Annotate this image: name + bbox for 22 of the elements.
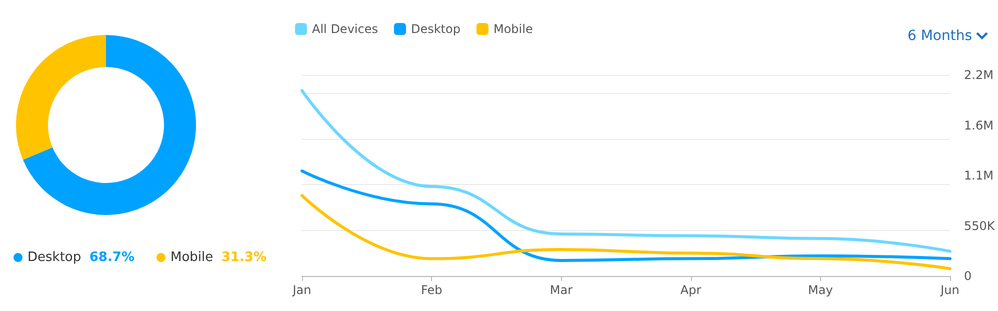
- data-label: 68.7%: [89, 250, 134, 265]
- text: 6 Months: [907, 28, 972, 44]
- legend-label: All Devices: [312, 22, 378, 36]
- x-tick-label: Mar: [550, 283, 573, 297]
- legend-label: Mobile: [493, 22, 533, 36]
- x-tick-label: Jan: [292, 283, 312, 297]
- x-tick-label: Feb: [420, 283, 442, 297]
- x-tick-label: May: [808, 283, 833, 297]
- y-tick-label: 0: [964, 269, 972, 283]
- legend-label: Desktop: [28, 250, 90, 265]
- y-tick-label: 1.6M: [964, 118, 994, 132]
- line-series: [300, 89, 952, 253]
- line-series: [300, 169, 952, 262]
- legend-label: Mobile: [170, 250, 222, 265]
- legend-label: Desktop: [410, 22, 460, 36]
- y-tick-label: 2.2M: [964, 68, 994, 82]
- y-tick-label: 1.1M: [964, 168, 994, 182]
- line-series: [300, 194, 952, 270]
- data-label: 31.3%: [221, 250, 266, 265]
- x-tick-label: Apr: [680, 283, 702, 297]
- y-tick-label: 550K: [964, 218, 996, 233]
- x-tick-label: Jun: [940, 283, 960, 297]
